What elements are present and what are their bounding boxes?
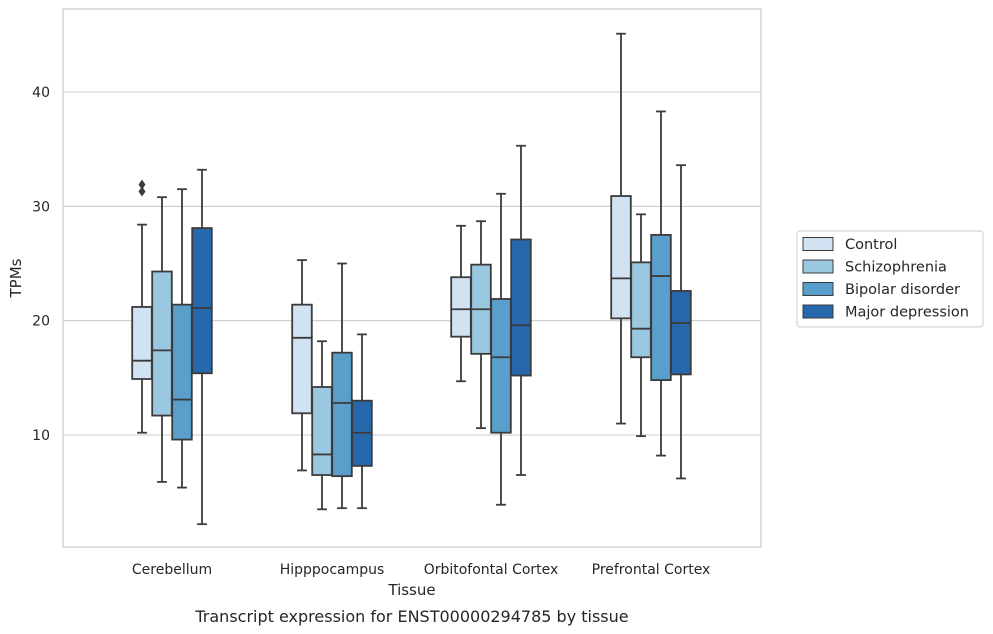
box-iqr — [131, 306, 153, 380]
box-iqr — [171, 303, 193, 441]
legend: Control Schizophrenia Bipolar disorder Majo… — [796, 230, 984, 328]
box-iqr — [490, 298, 512, 434]
box-3-0 — [191, 168, 213, 526]
x-axis-label: Tissue — [387, 581, 435, 599]
plot-area — [62, 8, 762, 548]
box-iqr — [191, 227, 213, 375]
legend-label: Major depression — [845, 305, 969, 321]
y-axis-label: TPMs — [7, 258, 25, 298]
x-tick-label: Orbitofontal Cortex — [424, 562, 559, 578]
legend-swatch — [802, 304, 834, 319]
box-2-0 — [171, 188, 193, 489]
box-3-3 — [670, 164, 692, 480]
box-0-0 — [131, 179, 153, 434]
box-3-1 — [351, 333, 373, 510]
box-3-2 — [510, 144, 532, 476]
box-iqr — [450, 276, 472, 338]
y-tick-labels: 10 20 30 40 — [32, 85, 50, 444]
box-1-1 — [311, 340, 333, 511]
box-1-0 — [151, 196, 173, 483]
outlier-point — [138, 186, 146, 197]
x-tick-label: Cerebellum — [132, 562, 212, 578]
box-iqr — [151, 270, 173, 417]
box-1-3 — [630, 213, 652, 438]
box-0-2 — [450, 224, 472, 383]
legend-swatch — [802, 259, 834, 274]
box-1-2 — [470, 220, 492, 430]
box-2-3 — [650, 110, 672, 457]
box-groups — [131, 32, 692, 526]
box-iqr — [291, 303, 313, 415]
legend-label: Bipolar disorder — [845, 282, 960, 298]
legend-swatch — [802, 282, 834, 296]
box-iqr — [630, 261, 652, 359]
box-iqr — [510, 238, 532, 377]
outlier-point — [138, 179, 146, 190]
x-tick-label: Hipppocampus — [280, 562, 385, 578]
legend-label: Control — [845, 237, 897, 253]
box-iqr — [650, 234, 672, 382]
y-tick-label: 30 — [32, 199, 50, 215]
legend-swatch — [802, 237, 834, 251]
box-2-1 — [331, 262, 353, 510]
chart-title: Transcript expression for ENST0000029478… — [194, 607, 628, 626]
x-tick-label: Prefrontal Cortex — [592, 562, 711, 578]
box-2-2 — [490, 192, 512, 506]
box-iqr — [311, 386, 333, 476]
box-0-3 — [610, 32, 632, 425]
legend-frame — [796, 230, 984, 328]
y-tick-label: 40 — [32, 85, 50, 101]
box-iqr — [331, 351, 353, 478]
box-iqr — [610, 195, 632, 320]
y-tick-label: 10 — [32, 428, 50, 444]
x-tick-labels: Cerebellum Hipppocampus Orbitofontal Corte… — [132, 562, 710, 578]
legend-label: Schizophrenia — [845, 260, 947, 276]
box-iqr — [670, 290, 692, 376]
box-0-1 — [291, 259, 313, 472]
y-tick-label: 20 — [32, 314, 50, 330]
